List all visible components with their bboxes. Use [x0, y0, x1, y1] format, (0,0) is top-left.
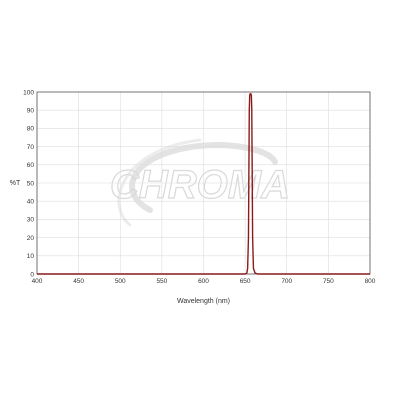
y-tick-label: 80: [27, 126, 35, 133]
x-tick-labels: 400 450 500 550 600 650 700 750 800: [32, 278, 376, 285]
grid-lines: [36, 91, 371, 275]
x-tick-label: 400: [32, 278, 43, 285]
y-tick-label: 90: [27, 108, 35, 115]
y-tick-label: 0: [30, 271, 34, 278]
x-axis-label: Wavelength (nm): [177, 298, 230, 305]
y-tick-label: 10: [27, 253, 35, 260]
y-tick-label: 20: [27, 235, 35, 242]
x-tick-label: 600: [198, 278, 209, 285]
watermark-text: CHROMA: [110, 163, 290, 207]
x-tick-label: 450: [73, 278, 84, 285]
x-tick-label: 700: [281, 278, 292, 285]
x-tick-label: 800: [365, 278, 376, 285]
x-tick-label: 650: [240, 278, 251, 285]
chroma-watermark: CHROMA: [109, 138, 291, 227]
y-tick-label: 100: [23, 89, 34, 96]
y-tick-label: 70: [27, 144, 35, 151]
x-tick-label: 550: [156, 278, 167, 285]
y-tick-label: 60: [27, 162, 35, 169]
x-tick-label: 750: [323, 278, 334, 285]
x-tick-label: 500: [115, 278, 126, 285]
transmission-curve: [37, 93, 370, 275]
y-axis-label: %T: [10, 180, 21, 187]
y-tick-labels: 0 10 20 30 40 50 60 70 80 90 100: [23, 89, 34, 278]
y-tick-label: 50: [27, 180, 35, 187]
y-tick-label: 30: [27, 217, 35, 224]
y-tick-label: 40: [27, 199, 35, 206]
